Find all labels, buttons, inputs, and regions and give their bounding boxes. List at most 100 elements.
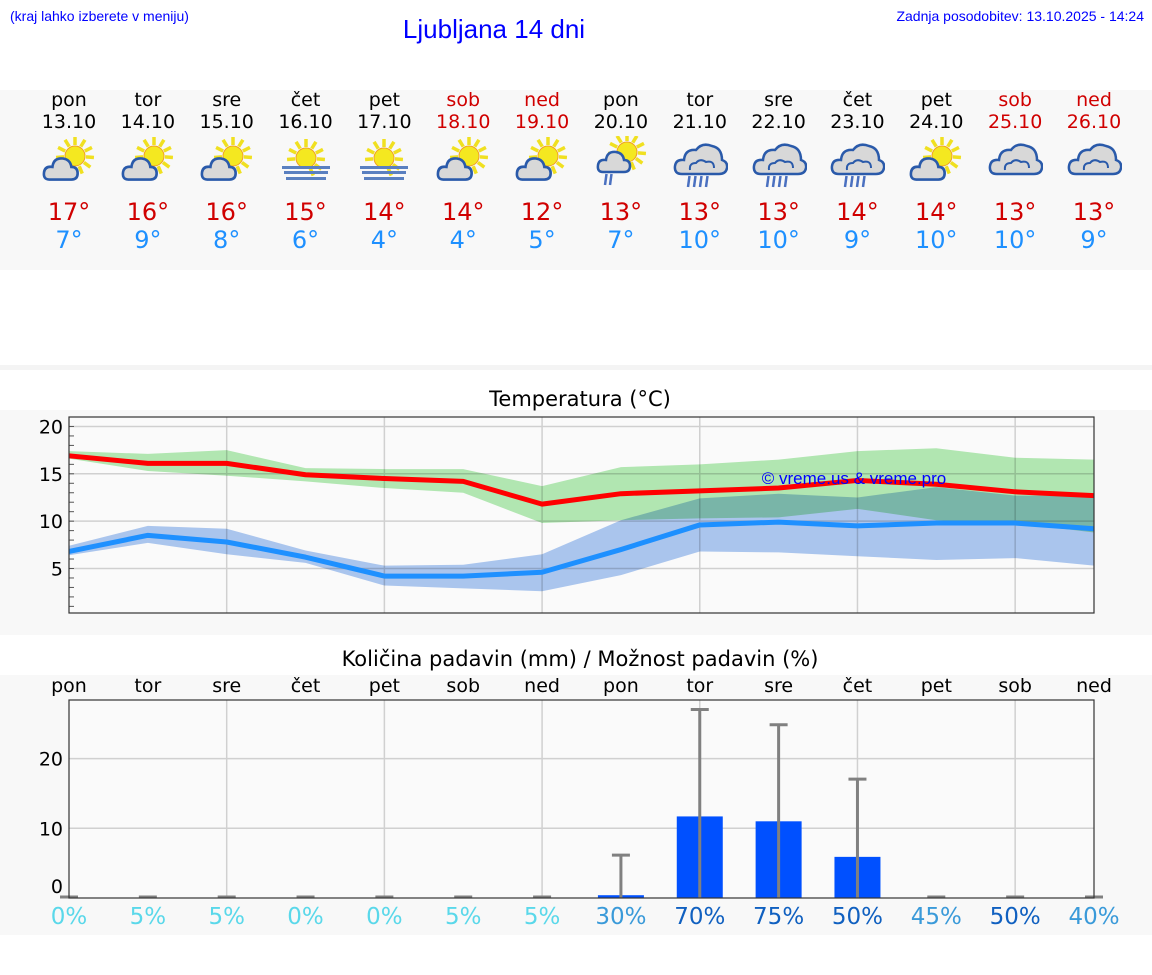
day-name: sre — [212, 89, 242, 111]
day-name: sre — [764, 89, 794, 111]
partly-cloudy-icon — [514, 136, 570, 186]
min-temp: 9° — [843, 226, 872, 254]
max-temp-range-band — [69, 448, 1094, 533]
day-name: sob — [446, 89, 481, 111]
cloudy-rain-icon — [829, 136, 886, 188]
min-temp: 7° — [607, 226, 635, 254]
day-name: pon — [603, 89, 639, 111]
precip-probability: 5% — [523, 904, 561, 930]
precip-probability: 0% — [366, 904, 403, 930]
sun-fog-icon — [356, 136, 412, 186]
location-hint: (kraj lahko izberete v meniju) — [10, 8, 189, 24]
precip-probability: 0% — [287, 904, 324, 930]
day-date: 22.10 — [751, 111, 806, 133]
y-tick-label: 10 — [39, 818, 63, 840]
min-temp-range-band — [69, 487, 1094, 592]
min-temp: 5° — [528, 226, 556, 254]
precip-probability: 5% — [129, 904, 167, 930]
day-date: 25.10 — [987, 111, 1043, 133]
day-date: 14.10 — [120, 111, 176, 133]
watermark: © vreme.us & vreme.pro — [762, 469, 946, 488]
min-temp: 4° — [449, 226, 477, 254]
cloudy-rain-icon — [751, 136, 807, 188]
max-temp: 13° — [678, 198, 722, 226]
max-temp: 17° — [47, 198, 91, 226]
precip-probability: 45% — [910, 904, 962, 930]
cloudy-icon — [1066, 136, 1123, 186]
partly-cloudy-icon — [199, 136, 255, 186]
precip-day-label: pet — [368, 675, 400, 697]
min-temp: 10° — [993, 226, 1037, 254]
y-tick-label: 15 — [39, 464, 63, 486]
partly-cloudy-icon — [120, 136, 176, 186]
min-temp: 7° — [55, 226, 83, 254]
precip-probability: 0% — [50, 904, 88, 930]
max-temp: 14° — [836, 198, 879, 226]
precip-probability: 75% — [753, 904, 805, 930]
max-temp: 16° — [205, 198, 248, 226]
min-temp: 8° — [213, 226, 241, 254]
day-name: tor — [134, 89, 162, 111]
divider — [0, 365, 1152, 370]
min-temp: 4° — [370, 226, 399, 254]
precip-day-label: pon — [51, 675, 87, 697]
temperature-plot-frame — [68, 416, 1095, 614]
max-temp: 15° — [284, 198, 327, 226]
day-name: pet — [920, 89, 952, 111]
max-temp: 16° — [126, 198, 170, 226]
day-date: 24.10 — [909, 111, 964, 133]
partly-cloudy-icon — [41, 136, 97, 186]
day-date: 20.10 — [593, 111, 649, 133]
day-name: pon — [51, 89, 87, 111]
day-name: čet — [290, 89, 321, 111]
y-tick-label: 10 — [39, 511, 63, 533]
partly-cloudy-icon — [908, 136, 964, 186]
min-temp: 6° — [291, 226, 320, 254]
min-temp: 10° — [757, 226, 800, 254]
precip-day-label: pon — [603, 675, 639, 697]
precipitation-chart-title: Količina padavin (mm) / Možnost padavin … — [341, 647, 819, 671]
day-date: 18.10 — [436, 111, 491, 133]
day-date: 15.10 — [199, 111, 254, 133]
day-date: 26.10 — [1066, 111, 1122, 133]
cloudy-rain-icon — [672, 136, 729, 188]
precip-probability: 5% — [444, 904, 482, 930]
day-name: sob — [998, 89, 1032, 111]
min-temp: 10° — [678, 226, 722, 254]
precip-day-label: ned — [524, 675, 560, 697]
partly-cloudy-icon — [435, 136, 491, 186]
day-date: 23.10 — [830, 111, 885, 133]
precip-probability: 50% — [831, 904, 884, 930]
min-temp: 10° — [915, 226, 958, 254]
precip-probability: 70% — [674, 904, 726, 930]
precip-probability: 30% — [595, 904, 647, 930]
day-name: ned — [1076, 89, 1112, 111]
day-date: 17.10 — [357, 111, 412, 133]
day-date: 16.10 — [278, 111, 333, 133]
day-name: ned — [524, 89, 560, 111]
forecast-band — [0, 90, 1152, 270]
precipitation-plot-frame — [68, 699, 1095, 899]
max-temp: 13° — [993, 198, 1037, 226]
max-temp-line — [68, 453, 1095, 507]
y-tick-label: 20 — [39, 749, 63, 771]
max-temp: 14° — [363, 198, 406, 226]
max-temp: 13° — [757, 198, 800, 226]
precip-day-label: čet — [290, 675, 321, 697]
max-temp: 14° — [441, 198, 485, 226]
y-tick-label: 20 — [39, 416, 63, 438]
sun-fog-icon — [278, 136, 334, 186]
partly-cloudy-light-rain-icon — [593, 133, 649, 186]
max-temp: 14° — [915, 198, 958, 226]
day-name: tor — [686, 89, 714, 111]
precip-day-label: tor — [686, 675, 714, 697]
page-title: Ljubljana 14 dni — [402, 14, 586, 44]
min-temp: 9° — [134, 226, 162, 254]
day-date: 13.10 — [41, 111, 97, 133]
day-date: 21.10 — [672, 111, 727, 133]
precip-day-label: pet — [920, 675, 952, 697]
precip-probability: 50% — [989, 904, 1041, 930]
precip-day-label: sre — [764, 675, 794, 697]
precip-probability: 5% — [208, 904, 245, 930]
